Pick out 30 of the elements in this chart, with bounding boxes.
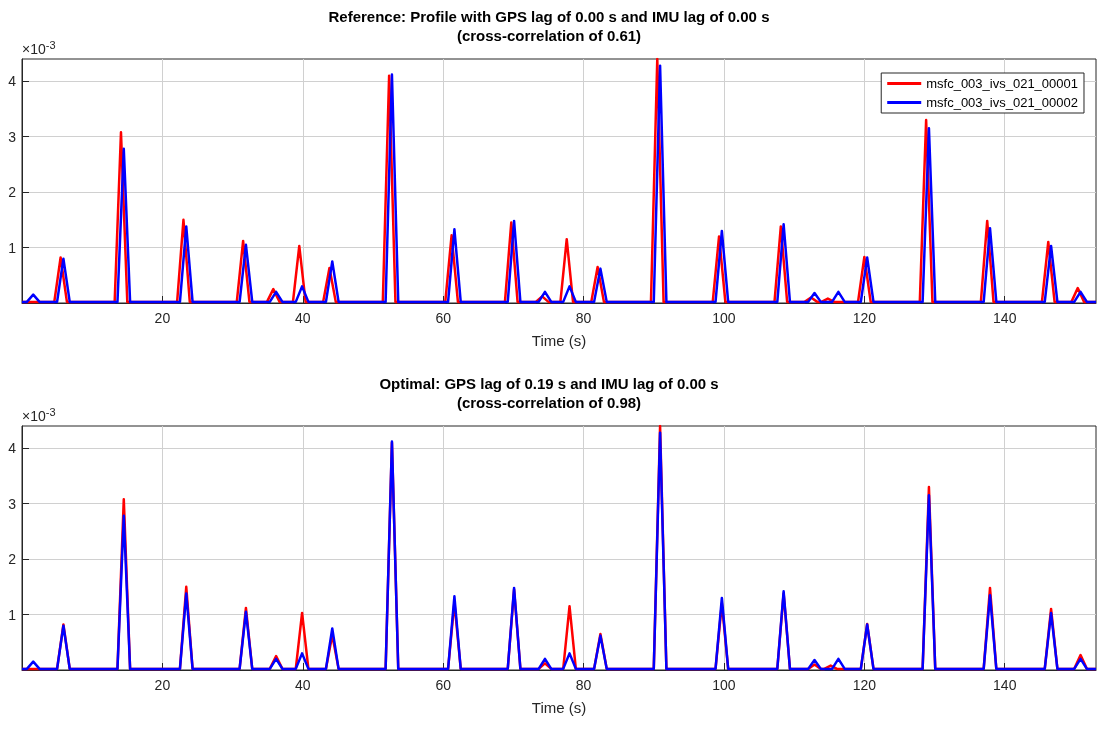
x-tick-label: 20 (154, 677, 171, 693)
x-axis-title: Time (s) (531, 699, 587, 716)
y-tick-label: 4 (8, 440, 17, 457)
legend-label: msfc_003_ivs_021_00002 (926, 95, 1078, 110)
y-tick-label: 2 (8, 184, 17, 201)
x-tick-label: 100 (712, 677, 736, 693)
chart-title: Optimal: GPS lag of 0.19 s and IMU lag of 0.00 s (379, 375, 719, 392)
y-tick-label: 3 (8, 495, 17, 512)
chart-subtitle: (cross-correlation of 0.61) (456, 27, 642, 44)
x-tick-label: 60 (435, 310, 452, 326)
x-tick-label: 120 (852, 677, 877, 693)
y-tick-label: 2 (8, 551, 17, 568)
chart-title: Reference: Profile with GPS lag of 0.00 s and IMU lag of 0.00 s (328, 8, 770, 25)
x-tick-label: 40 (295, 310, 311, 326)
x-tick-label: 80 (575, 677, 592, 693)
x-tick-label: 100 (712, 310, 736, 326)
x-tick-label: 80 (575, 310, 592, 326)
x-tick-label: 140 (993, 677, 1017, 693)
x-tick-label: 140 (993, 310, 1017, 326)
x-axis-title: Time (s) (531, 332, 587, 349)
x-tick-label: 20 (154, 310, 171, 326)
legend-label: msfc_003_ivs_021_00001 (926, 76, 1078, 91)
x-tick-label: 60 (435, 677, 452, 693)
y-tick-label: 1 (8, 239, 17, 256)
chart-subtitle: (cross-correlation of 0.98) (456, 394, 642, 411)
x-tick-label: 120 (852, 310, 877, 326)
y-tick-label: 3 (8, 128, 17, 145)
x-tick-label: 40 (295, 677, 311, 693)
y-tick-label: 1 (8, 606, 17, 623)
y-tick-label: 4 (8, 73, 17, 90)
